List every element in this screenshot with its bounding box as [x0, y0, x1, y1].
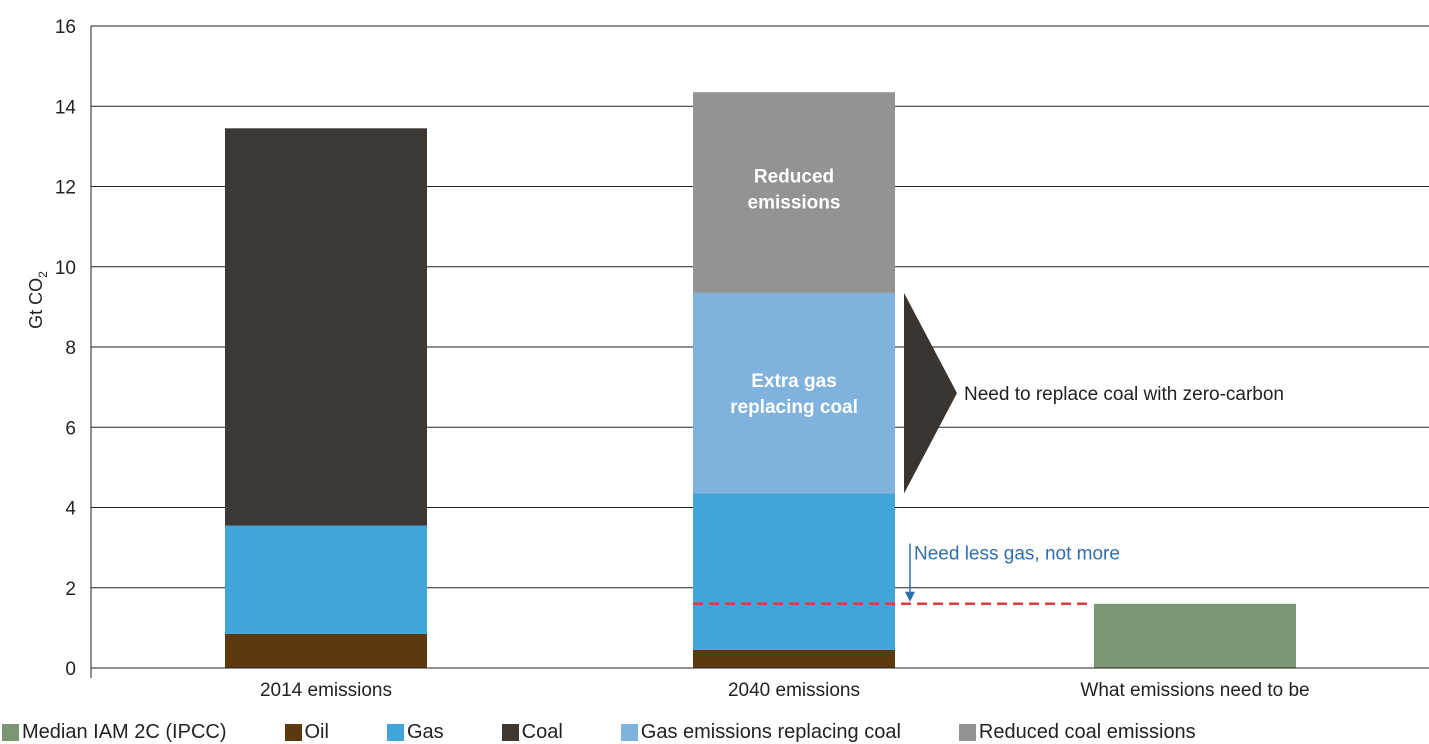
- legend-item-median-iam-2c-ipcc-: Median IAM 2C (IPCC): [2, 721, 227, 744]
- bar-label-reduced: emissions: [748, 193, 841, 214]
- legend-item-oil: Oil: [284, 720, 329, 744]
- x-axis-labels: 2014 emissions 2040 emissions What emissio…: [260, 680, 1310, 701]
- legend-label: Median IAM 2C (IPCC): [22, 720, 227, 743]
- bars: Reduced emissions Extra gas replacing coal: [225, 92, 1296, 668]
- legend-label: Reduced coal emissions: [978, 720, 1196, 743]
- legend-label: Oil: [304, 720, 329, 743]
- replace-coal-annotation: Need to replace coal with zero-carbon: [964, 384, 1284, 405]
- y-axis-title-main: Gt CO: [26, 278, 46, 329]
- bar-median-iam-2c-ipcc--2: [1094, 603, 1296, 668]
- x-category-label: What emissions need to be: [1080, 680, 1309, 701]
- chart: 0 2 4 6 8 10 12 14 16 Reduced emissions Extra gas r…: [26, 17, 1429, 701]
- y-axis-title-subscript: 2: [36, 271, 50, 278]
- y-tick-label: 16: [55, 17, 76, 38]
- y-axis-ticks: 0 2 4 6 8 10 12 14 16: [55, 17, 77, 680]
- legend-swatch: [284, 723, 302, 741]
- legend-swatch: [501, 723, 519, 741]
- y-tick-label: 4: [65, 499, 76, 520]
- bar-label-extra_gas: Extra gas: [751, 371, 837, 392]
- legend-label: Gas emissions replacing coal: [640, 720, 901, 743]
- annotations: Need to replace coal with zero-carbon Ne…: [693, 292, 1284, 606]
- axes: [90, 26, 1429, 678]
- y-tick-label: 6: [65, 418, 76, 439]
- y-axis-title: Gt CO2: [26, 271, 50, 329]
- down-arrow-icon: [905, 591, 915, 602]
- legend-label: Gas: [406, 720, 444, 743]
- x-category-label: 2040 emissions: [728, 680, 860, 701]
- bar-reduced-coal-emissions-1: [693, 92, 895, 293]
- less-gas-annotation: Need less gas, not more: [914, 544, 1120, 565]
- y-tick-label: 8: [65, 338, 76, 359]
- legend: Median IAM 2C (IPCC) Oil Gas Coal Gas emissi…: [2, 721, 1254, 743]
- bar-label-reduced: Reduced: [754, 167, 834, 188]
- bar-label-extra_gas: replacing coal: [730, 397, 858, 418]
- legend-swatch: [620, 723, 638, 741]
- replace-coal-arrow-icon: [904, 292, 957, 494]
- y-tick-label: 0: [65, 659, 76, 680]
- legend-swatch: [386, 723, 404, 741]
- bar-gas-emissions-replacing-coal-1: [693, 292, 895, 494]
- y-tick-label: 2: [65, 579, 76, 600]
- x-category-label: 2014 emissions: [260, 680, 392, 701]
- bar-coal-0: [225, 128, 427, 526]
- bar-gas-0: [225, 525, 427, 634]
- legend-swatch: [958, 723, 976, 741]
- legend-item-gas: Gas: [386, 720, 444, 744]
- y-tick-label: 14: [55, 97, 77, 118]
- bar-gas-1: [693, 493, 895, 650]
- legend-item-gas-emissions-replacing-coal: Gas emissions replacing coal: [620, 720, 901, 744]
- legend-label: Coal: [521, 720, 563, 743]
- bar-oil-1: [693, 649, 895, 668]
- y-tick-label: 12: [55, 178, 76, 199]
- y-tick-label: 10: [55, 258, 76, 279]
- legend-item-reduced-coal-emissions: Reduced coal emissions: [958, 720, 1196, 744]
- legend-swatch: [2, 723, 19, 741]
- legend-item-coal: Coal: [501, 720, 563, 744]
- bar-oil-0: [225, 633, 427, 668]
